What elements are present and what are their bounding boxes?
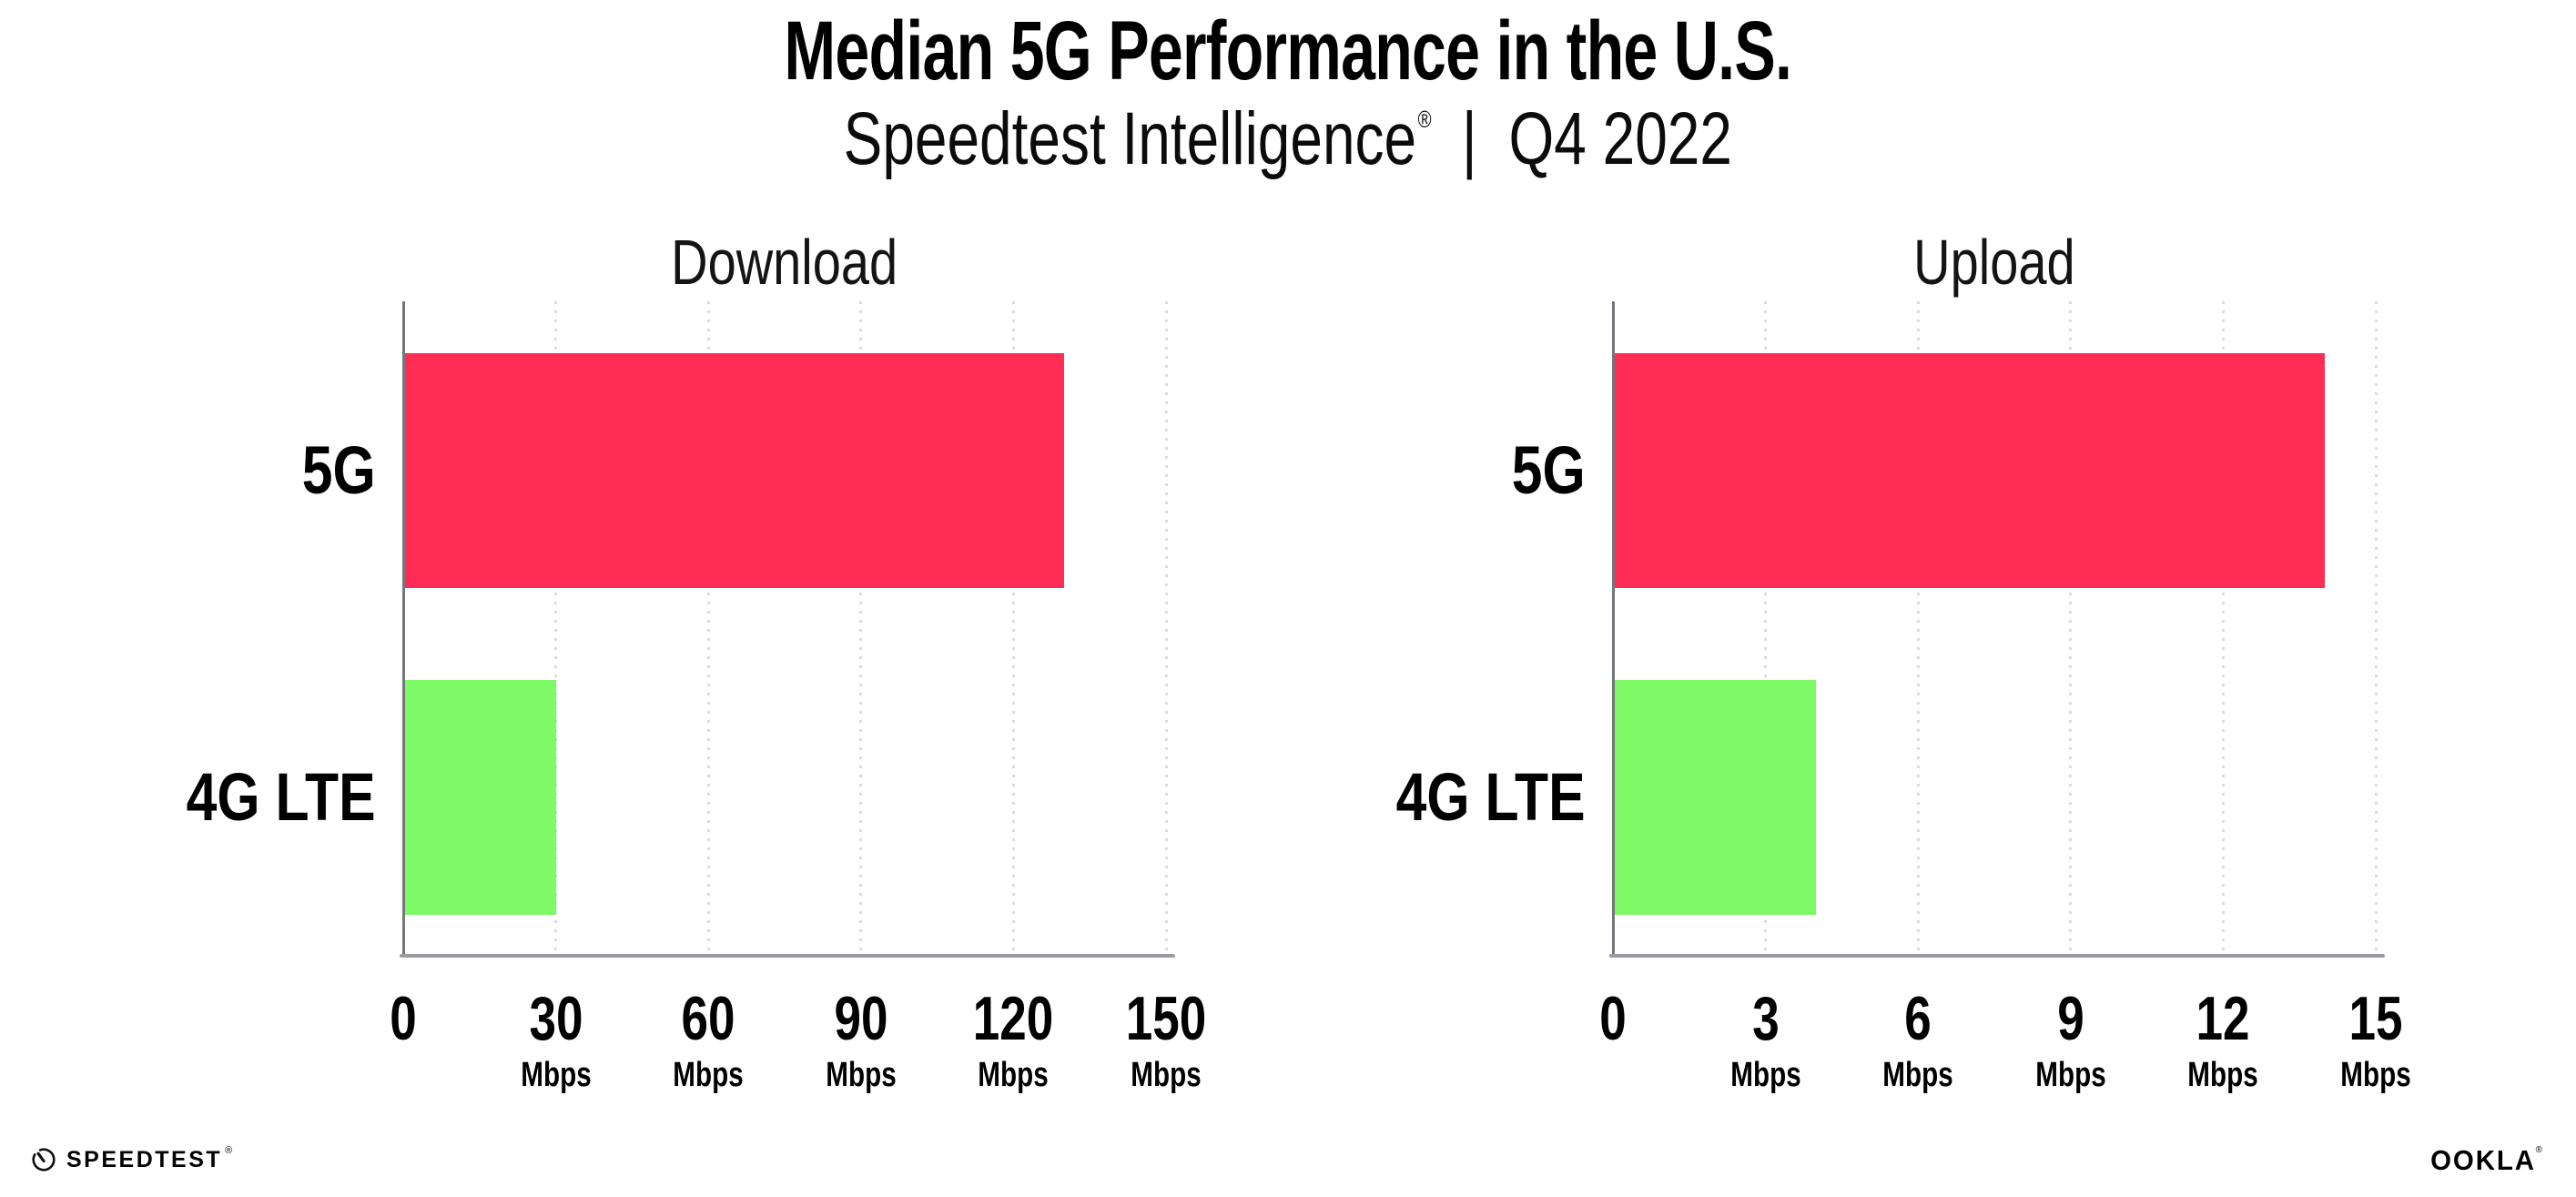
x-tick-12: 12 Mbps — [2178, 988, 2268, 1092]
upload-chart: Upload 5G 4G LTE 0 3 Mbps 6 Mbps 9 Mbps 12 Mbps 15… — [1396, 230, 2411, 1092]
x-tick-unit: Mbps — [1882, 1056, 1953, 1094]
ookla-wordmark: OOKLA — [2429, 1144, 2536, 1176]
x-tick-unit: Mbps — [1729, 1056, 1801, 1094]
gridline-12 — [2221, 301, 2225, 954]
x-tick-60: 60 Mbps — [664, 988, 754, 1092]
gridline-60 — [706, 301, 710, 954]
subtitle-period: Q4 2022 — [1508, 97, 1733, 180]
gridline-6 — [1916, 301, 1920, 954]
bar-layer — [403, 301, 1166, 954]
y-axis — [401, 301, 405, 954]
gridline-layer — [403, 301, 1168, 954]
x-tick-value: 12 — [2196, 984, 2250, 1053]
x-tick-unit: Mbps — [520, 1056, 592, 1094]
bar-layer — [1613, 301, 2376, 954]
download-plot-area: 5G 4G LTE 0 30 Mbps 60 Mbps 90 Mbps 120 Mbps 150 Mb… — [187, 301, 1206, 1092]
x-tick-unit: Mbps — [2187, 1056, 2259, 1094]
category-label-4g-lte: 4G LTE — [1354, 764, 1586, 831]
gridline-120 — [1011, 301, 1015, 954]
x-tick-9: 9 Mbps — [2025, 988, 2115, 1092]
x-tick-value: 0 — [390, 984, 417, 1053]
x-tick-90: 90 Mbps — [816, 988, 906, 1092]
category-label-text: 4G LTE — [1396, 759, 1586, 835]
x-tick-value: 3 — [1751, 984, 1780, 1053]
x-tick-3: 3 Mbps — [1720, 988, 1810, 1092]
x-tick-unit: Mbps — [2035, 1056, 2106, 1094]
bar-4g-lte — [403, 680, 556, 915]
x-tick-unit: Mbps — [1131, 1056, 1202, 1094]
x-tick-value: 30 — [529, 984, 583, 1053]
x-tick-150: 150 Mbps — [1114, 988, 1217, 1092]
category-label-4g-lte: 4G LTE — [145, 764, 376, 831]
x-tick-6: 6 Mbps — [1873, 988, 1963, 1092]
upload-chart-title-text: Upload — [1913, 227, 2075, 298]
category-label-5g: 5G — [1496, 437, 1586, 504]
category-label-text: 4G LTE — [187, 759, 376, 835]
x-tick-value: 150 — [1125, 984, 1207, 1053]
x-tick-value: 6 — [1904, 984, 1932, 1053]
upload-chart-title: Upload — [1613, 230, 2376, 294]
x-tick-15: 15 Mbps — [2330, 988, 2420, 1092]
category-label-text: 5G — [1512, 432, 1586, 508]
x-axis — [1609, 954, 2385, 958]
page-subtitle: Speedtest Intelligence® | Q4 2022 — [0, 97, 2576, 180]
ookla-logo: OOKLA ® — [2425, 1144, 2542, 1176]
x-tick-value: 15 — [2348, 984, 2403, 1053]
gridline-30 — [554, 301, 558, 954]
registered-trademark-icon: ® — [1417, 106, 1432, 133]
gridline-layer — [1613, 301, 2378, 954]
upload-plot-area: 5G 4G LTE 0 3 Mbps 6 Mbps 9 Mbps 12 Mbps 15 Mbps — [1396, 301, 2411, 1092]
x-tick-unit: Mbps — [826, 1056, 897, 1094]
gridline-90 — [859, 301, 863, 954]
x-tick-unit: Mbps — [978, 1056, 1050, 1094]
download-chart-title: Download — [403, 230, 1166, 294]
x-tick-30: 30 Mbps — [511, 988, 601, 1092]
subtitle-separator: | — [1462, 97, 1477, 180]
x-tick-value: 60 — [681, 984, 735, 1053]
x-tick-0: 0 — [386, 988, 421, 1050]
y-axis — [1611, 301, 1615, 954]
category-label-5g: 5G — [286, 437, 376, 504]
x-tick-value: 0 — [1599, 984, 1627, 1053]
gridline-15 — [2374, 301, 2378, 954]
page-title-text: Median 5G Performance in the U.S. — [784, 5, 1792, 97]
x-axis — [400, 954, 1175, 958]
page-title: Median 5G Performance in the U.S. — [0, 7, 2576, 96]
speedtest-logo: SPEEDTEST ® — [30, 1144, 232, 1175]
x-tick-120: 120 Mbps — [962, 988, 1065, 1092]
category-label-layer: 5G 4G LTE — [1396, 301, 2376, 954]
category-label-layer: 5G 4G LTE — [187, 301, 1166, 954]
x-tick-0: 0 — [1596, 988, 1630, 1050]
ookla-registered-mark-icon: ® — [2535, 1145, 2542, 1155]
speedtest-registered-mark-icon: ® — [225, 1145, 233, 1156]
speedtest-gauge-icon — [32, 1148, 56, 1172]
gridline-150 — [1164, 301, 1168, 954]
page-subtitle-text: Speedtest Intelligence® | Q4 2022 — [843, 97, 1733, 180]
x-tick-unit: Mbps — [2340, 1056, 2411, 1094]
x-tick-value: 9 — [2057, 984, 2084, 1053]
gridline-3 — [1764, 301, 1768, 954]
category-label-text: 5G — [302, 432, 376, 508]
x-tick-unit: Mbps — [673, 1056, 744, 1094]
subtitle-product: Speedtest Intelligence — [843, 97, 1417, 180]
x-tick-value: 120 — [973, 984, 1054, 1053]
gridline-9 — [2069, 301, 2073, 954]
speedtest-wordmark: SPEEDTEST — [66, 1146, 223, 1172]
download-chart: Download 5G 4G LTE 0 30 Mbps 60 Mbps 90 Mbps 120… — [187, 230, 1206, 1092]
bar-5g — [403, 353, 1065, 588]
bar-5g — [1613, 353, 2326, 588]
download-chart-title-text: Download — [671, 227, 898, 298]
x-tick-value: 90 — [834, 984, 888, 1053]
bar-4g-lte — [1613, 680, 1817, 915]
